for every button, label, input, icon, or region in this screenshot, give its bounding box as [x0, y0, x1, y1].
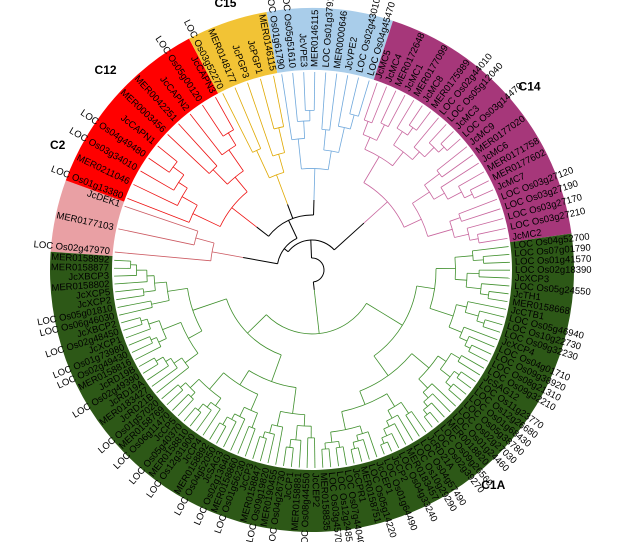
leaf-label: LOC Os01g41570 — [515, 254, 592, 268]
subtree-c2 — [114, 205, 244, 262]
leaf-label: JcXCP2 — [77, 295, 113, 311]
clade-title-c2: C2 — [50, 138, 66, 152]
backbone — [243, 200, 365, 290]
leaf-label: JcXCP3 — [515, 273, 550, 285]
leaf-label: MER0158892 — [51, 252, 110, 266]
clade-title-c14: C14 — [519, 80, 541, 94]
clade-c2 — [50, 180, 125, 257]
clade-c1a — [49, 233, 575, 533]
clade-title-c15: C15 — [214, 0, 236, 10]
clade-band-c1a — [49, 233, 575, 533]
subtree-c15 — [222, 75, 288, 205]
clade-band-c12 — [65, 38, 219, 202]
leaf-label: MER0158835 — [318, 472, 332, 531]
clade-titles: C2C12C15C13C14C1A — [50, 0, 541, 492]
leaf-label: LOC Os02g18390 — [515, 265, 592, 276]
subtree-c12 — [127, 96, 257, 228]
leaf-label: MER0146115 — [309, 10, 321, 68]
clade-title-c12: C12 — [95, 63, 117, 77]
leaf-label: JcCEP2 — [310, 473, 322, 507]
clade-band-c14 — [373, 20, 572, 243]
leaf-label: MER0158802 — [51, 279, 110, 294]
subtree-c1a — [114, 246, 511, 468]
clade-band-c2 — [50, 180, 125, 257]
clade-bands — [49, 7, 575, 533]
clade-c15 — [188, 11, 278, 94]
clade-title-c1a: C1A — [481, 478, 505, 492]
clade-c14 — [373, 20, 572, 243]
subtree-c13 — [281, 72, 370, 201]
leaf-label: JcXCP5 — [76, 287, 111, 302]
leaf-label: JcVPE3 — [297, 33, 309, 67]
leaf-label: LOC Os08g44550 — [300, 473, 313, 542]
clade-band-c15 — [188, 11, 278, 94]
leaf-label: JcTH1 — [513, 289, 542, 303]
leaf-label: JcMC2 — [512, 227, 543, 243]
clade-c13 — [266, 7, 393, 80]
clade-c12 — [65, 38, 219, 202]
leaf-label: MER0158881 — [290, 472, 305, 531]
tree-branches — [114, 72, 511, 468]
leaf-label: JcXBCP3 — [68, 271, 109, 283]
leaf-label: JcCP1 — [282, 471, 296, 500]
clade-band-c13 — [266, 7, 393, 80]
subtree-c14 — [362, 82, 508, 244]
leaf-label: MER0158877 — [51, 262, 109, 274]
